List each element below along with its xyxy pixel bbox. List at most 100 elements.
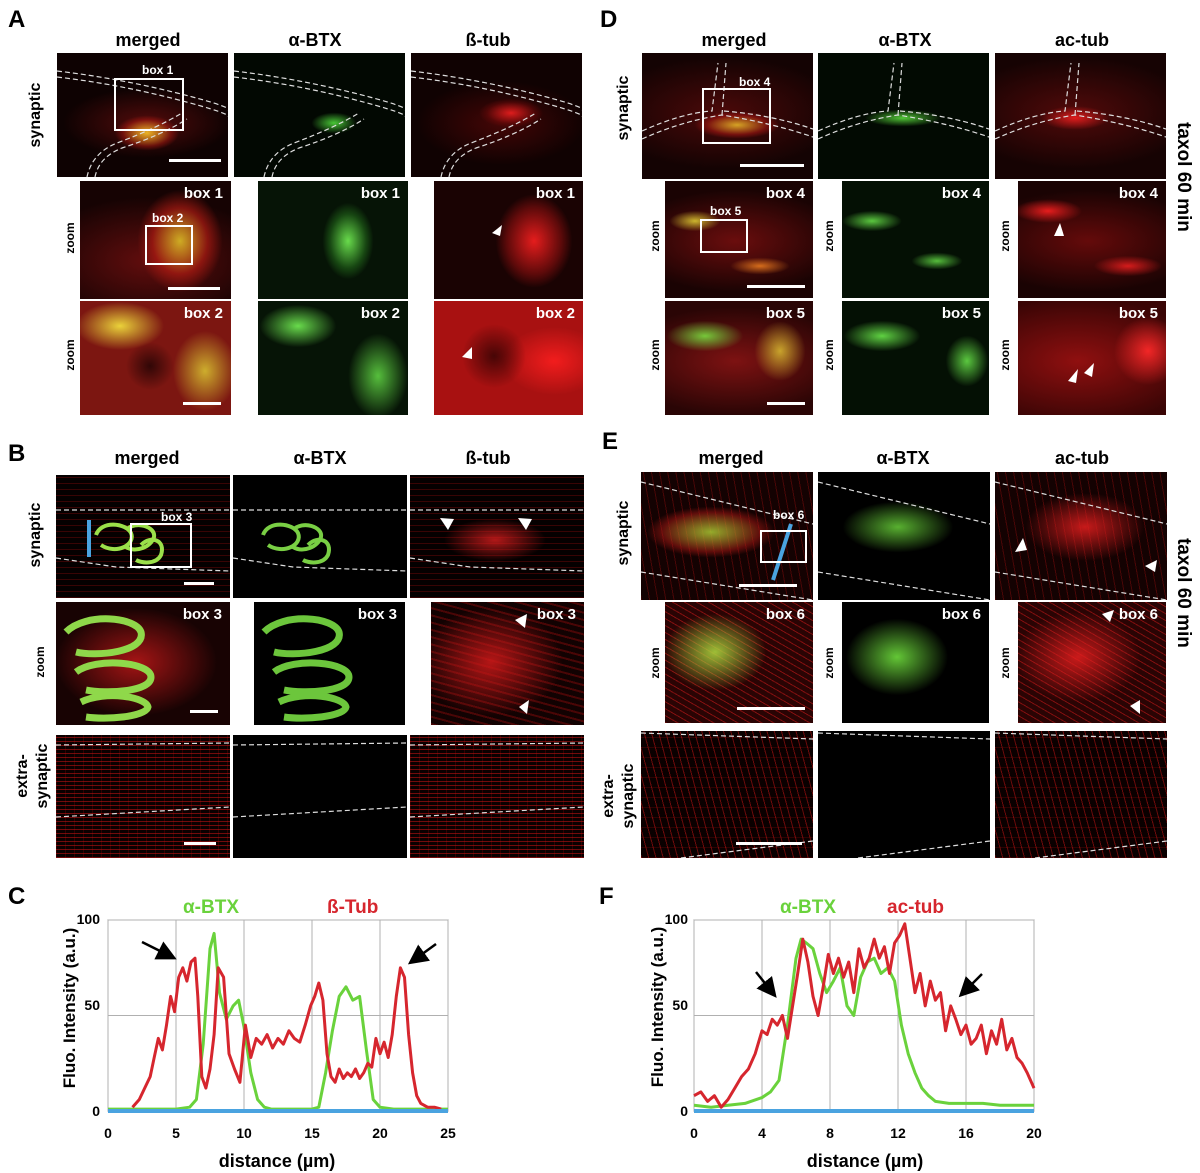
x-tick-label: 25 <box>440 1125 456 1141</box>
row-label-line: extra- <box>600 774 617 818</box>
col-head-btub-a: ß-tub <box>465 30 511 50</box>
row-label-synaptic-d: synaptic <box>615 75 632 141</box>
micrograph-b-btub-extrasynaptic <box>410 735 584 858</box>
micrograph-e-actub-synaptic <box>995 472 1167 600</box>
box-label: box 6 <box>765 606 805 623</box>
micrograph-b-btx-box3: box 3 <box>254 602 405 725</box>
x-tick-labels: 0 4 8 12 16 20 <box>690 1125 1042 1141</box>
box-5-label: box 5 <box>710 204 742 218</box>
box-label: box 2 <box>535 305 575 322</box>
legend-b-tub: ß-Tub <box>327 897 378 918</box>
arrow-right <box>407 942 437 965</box>
box-label: box 3 <box>357 606 397 623</box>
x-tick-label: 12 <box>890 1125 906 1141</box>
micrograph-b-btx-extrasynaptic <box>233 735 407 858</box>
box-label: box 1 <box>360 185 400 202</box>
scale-bar <box>747 285 805 288</box>
micrograph-b-btub-synaptic <box>410 475 584 598</box>
series-line-α-BTX <box>108 931 448 1111</box>
box-3-outline <box>130 523 192 568</box>
panel-letter-a: A <box>8 6 26 33</box>
micrograph-a-merged-box2: box 2 <box>80 301 231 415</box>
micrograph-a-btub-box2: box 2 <box>434 301 583 415</box>
box-label: box 5 <box>765 305 805 322</box>
row-label-line: extra- <box>14 754 31 798</box>
y-axis-label: Fluo. Intensity (a.u.) <box>60 928 79 1089</box>
micrograph-d-merged-box5: box 5 <box>665 301 813 415</box>
y-tick-label: 0 <box>680 1103 688 1119</box>
y-tick-label: 100 <box>77 911 101 927</box>
micrograph-b-merged-extrasynaptic <box>56 735 230 858</box>
col-head-btub-b: ß-tub <box>465 448 511 468</box>
box-4-label: box 4 <box>739 75 771 89</box>
row-label-zoom-d6: zoom <box>998 339 1012 371</box>
micrograph-b-merged-box3: box 3 <box>56 602 230 725</box>
box-2-label: box 2 <box>152 211 184 225</box>
box-4-outline <box>702 88 771 144</box>
row-label-zoom-d2: zoom <box>648 339 662 371</box>
scale-bar <box>767 402 805 405</box>
micrograph-e-merged-synaptic: box 6 <box>641 472 813 600</box>
row-label-synaptic-b: synaptic <box>27 502 44 568</box>
box-label: box 4 <box>941 185 981 202</box>
box-2-outline <box>145 225 193 265</box>
box-6-outline <box>760 530 807 563</box>
col-head-merged-b: merged <box>114 448 180 468</box>
legend-ac-tub: ac-tub <box>887 897 944 918</box>
arrow-annotations <box>141 940 437 965</box>
y-tick-label: 100 <box>665 911 689 927</box>
box-label: box 2 <box>360 305 400 322</box>
x-tick-label: 16 <box>958 1125 974 1141</box>
line-chart-c: Fluo. Intensity (a.u.) distance (µm) α-B… <box>60 897 456 1171</box>
panel-letter-b: B <box>8 440 26 467</box>
side-label-taxol-e: taxol 60 min <box>1173 538 1194 648</box>
micrograph-e-btx-synaptic <box>818 472 990 600</box>
micrograph-d-merged-box4: box 4 box 5 <box>665 181 813 298</box>
arrow-left <box>755 971 777 998</box>
arrow-left <box>141 940 177 960</box>
scale-bar <box>168 287 220 290</box>
micrograph-e-actub-extrasynaptic <box>995 731 1167 858</box>
micrograph-a-btub-synaptic <box>411 53 582 177</box>
col-head-merged-a: merged <box>115 30 181 50</box>
micrograph-e-merged-extrasynaptic <box>641 731 813 858</box>
arrow-right <box>958 973 983 998</box>
micrograph-a-merged-synaptic: box 1 <box>57 53 228 177</box>
x-tick-label: 15 <box>304 1125 320 1141</box>
row-label-synaptic-e: synaptic <box>615 500 632 566</box>
scale-bar <box>169 159 221 162</box>
micrograph-b-merged-synaptic: box 3 <box>56 475 230 598</box>
micrograph-a-merged-box1: box 1 box 2 <box>80 181 231 299</box>
x-tick-label: 10 <box>236 1125 252 1141</box>
row-label-zoom-a1: zoom <box>63 222 77 254</box>
micrograph-d-actub-box4: box 4 <box>1018 181 1166 298</box>
panel-letter-d: D <box>600 6 618 33</box>
x-tick-label: 8 <box>826 1125 834 1141</box>
x-axis-label: distance (µm) <box>807 1151 923 1171</box>
box-label: box 4 <box>1118 185 1158 202</box>
col-head-btx-b: α-BTX <box>293 448 347 468</box>
box-label: box 4 <box>765 185 805 202</box>
scale-bar <box>736 842 802 845</box>
micrograph-a-btx-box1: box 1 <box>258 181 408 299</box>
row-label-line: synaptic <box>34 743 51 809</box>
row-label-zoom-d4: zoom <box>822 339 836 371</box>
panel-letter-f: F <box>599 883 614 910</box>
col-head-actub-d: ac-tub <box>1055 30 1109 50</box>
row-label-synaptic-a: synaptic <box>27 82 44 148</box>
x-tick-label: 4 <box>758 1125 766 1141</box>
row-label-zoom-a2: zoom <box>63 339 77 371</box>
box-label: box 2 <box>183 305 223 322</box>
scale-bar <box>184 842 216 845</box>
micrograph-d-actub-box5: box 5 <box>1018 301 1166 415</box>
panel-letter-e: E <box>602 428 619 455</box>
micrograph-a-btub-box1: box 1 <box>434 181 583 299</box>
box-6-label: box 6 <box>773 508 805 522</box>
micrograph-d-btx-box4: box 4 <box>842 181 989 298</box>
box-3-label: box 3 <box>161 510 193 524</box>
micrograph-e-btx-box6: box 6 <box>842 602 989 723</box>
scale-bar <box>739 584 797 587</box>
micrograph-d-merged-synaptic: box 4 <box>642 53 813 179</box>
row-label-extrasynaptic-e: extra- synaptic <box>599 764 639 829</box>
box-label: box 3 <box>536 606 576 623</box>
